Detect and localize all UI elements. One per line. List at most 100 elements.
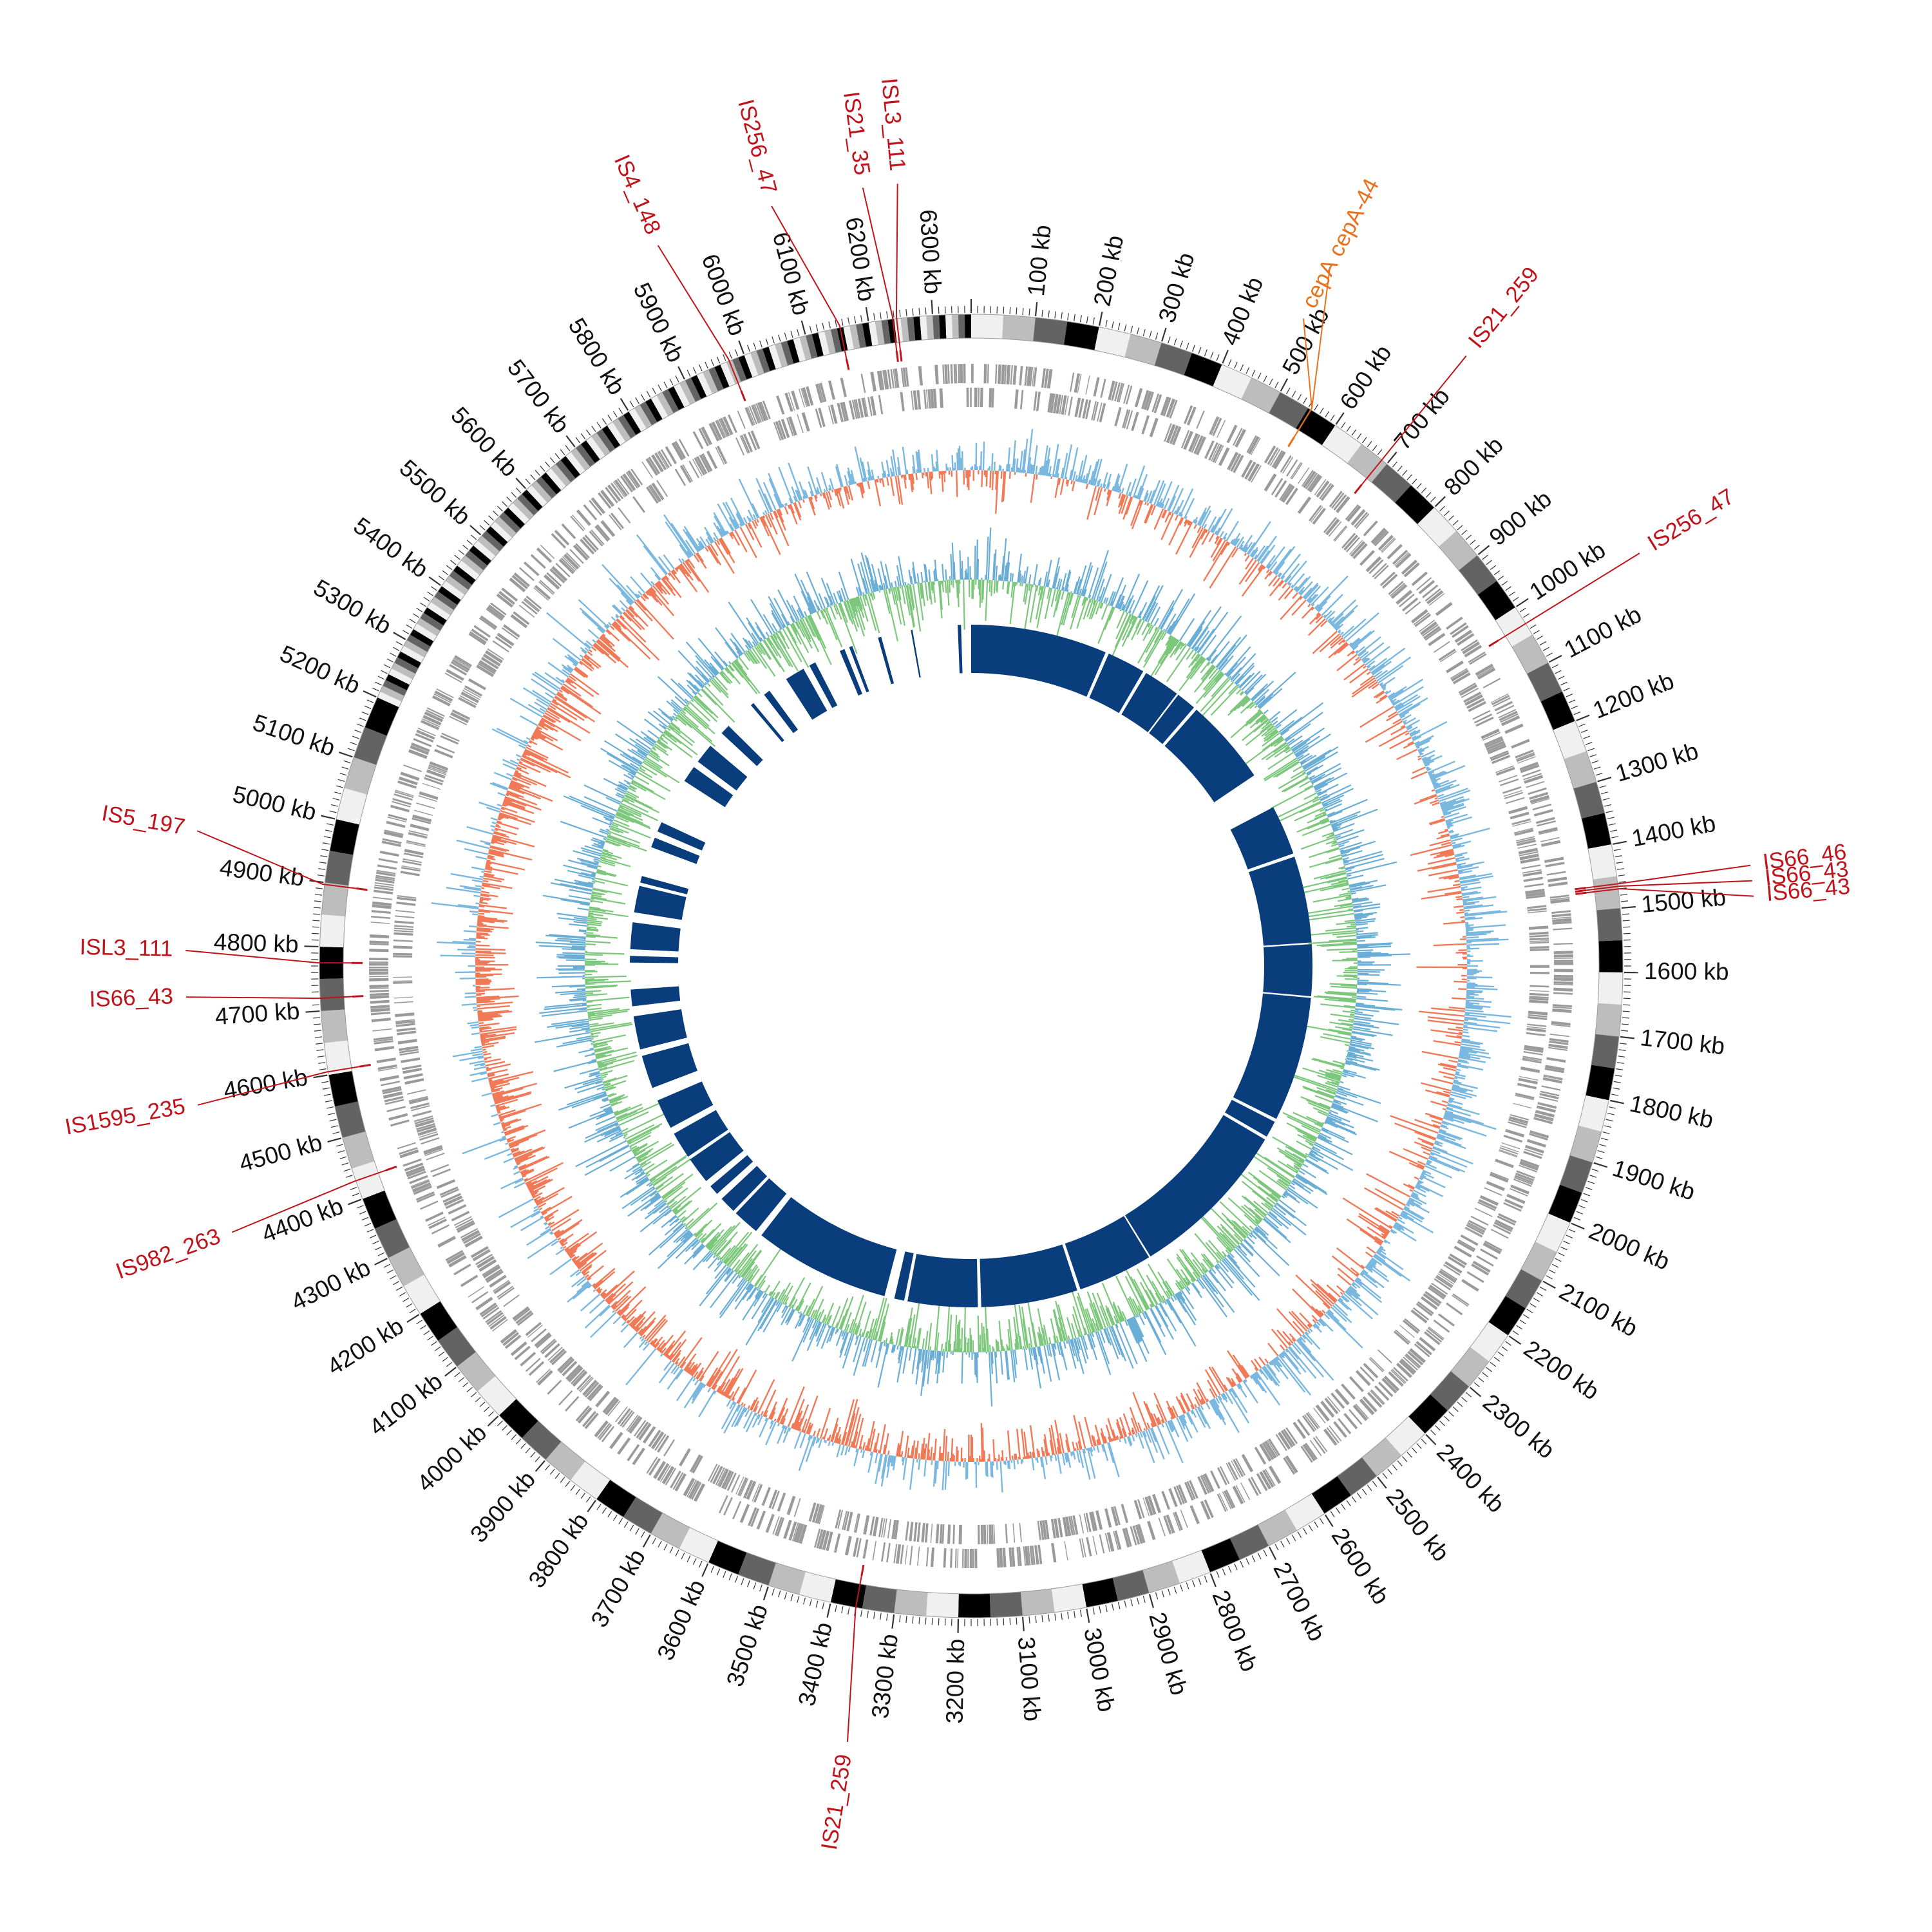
cds-block	[890, 369, 895, 389]
syntenic-block	[634, 886, 687, 920]
cds-block	[434, 748, 453, 759]
cds-block	[410, 1179, 430, 1188]
ideogram-band	[457, 1352, 496, 1392]
cds-block	[477, 663, 495, 675]
cds-block	[1553, 951, 1573, 954]
cds-block	[815, 383, 823, 403]
cds-block	[1515, 836, 1535, 842]
cds-block	[370, 922, 390, 924]
cds-block	[642, 1426, 656, 1444]
cds-block	[942, 1524, 945, 1544]
cds-block	[863, 1515, 870, 1535]
cds-block	[679, 465, 692, 484]
cds-block	[1538, 827, 1558, 834]
cds-block	[450, 712, 469, 723]
cds-block	[612, 481, 625, 498]
cds-block	[515, 1310, 533, 1325]
cds-block	[446, 1252, 465, 1264]
cds-block	[563, 553, 580, 570]
cds-block	[1502, 786, 1522, 794]
cds-block	[433, 693, 452, 703]
cds-block	[698, 428, 709, 447]
cds-block	[477, 1256, 495, 1269]
ideogram-band	[1311, 1476, 1351, 1514]
cds-block	[1390, 582, 1405, 597]
cds-block	[413, 1115, 433, 1122]
cds-block	[1426, 590, 1444, 605]
is-element-label: IS21_35	[838, 90, 875, 177]
cds-block	[461, 1229, 480, 1242]
cds-block	[1519, 851, 1539, 857]
cds-block	[1481, 728, 1500, 739]
syntenic-block	[911, 629, 921, 678]
ideogram-band	[1395, 485, 1435, 524]
annotation-leader	[657, 245, 746, 401]
cds-block	[1081, 1538, 1086, 1558]
cds-block	[959, 364, 963, 384]
annotation-leader	[197, 1064, 371, 1106]
cds-block	[1368, 1358, 1384, 1373]
cds-block	[369, 961, 389, 963]
is-element-label: ISL3_111	[79, 934, 173, 961]
cds-block	[492, 1319, 508, 1332]
cds-block	[893, 368, 897, 388]
kb-tick-label: 1100 kb	[1560, 601, 1645, 663]
cds-block	[646, 486, 659, 504]
cds-block	[1553, 974, 1573, 978]
cds-block	[860, 374, 866, 393]
cds-block	[1268, 1438, 1280, 1456]
cds-block	[369, 967, 389, 969]
cds-block	[1068, 1516, 1074, 1536]
cds-block	[1553, 983, 1573, 986]
cds-block	[752, 1483, 761, 1502]
cds-block	[369, 976, 389, 978]
ideogram-band	[410, 629, 434, 647]
cds-block	[1399, 1359, 1416, 1375]
cds-block	[1041, 368, 1046, 388]
cds-block	[374, 1038, 393, 1043]
ideogram-band	[1258, 1510, 1297, 1546]
syntenic-block	[630, 922, 681, 952]
annotation-leader	[1575, 864, 1751, 890]
ideogram-band	[1581, 813, 1612, 849]
cds-block	[1528, 787, 1547, 795]
cds-block	[1256, 1473, 1268, 1492]
cds-block	[1070, 1515, 1075, 1535]
cds-block	[445, 1198, 464, 1209]
cds-block	[1522, 1057, 1542, 1062]
annotation-leader	[862, 187, 899, 362]
cds-block	[726, 1472, 737, 1492]
cds-block	[957, 1548, 959, 1568]
cds-block	[1479, 1195, 1499, 1206]
ideogram-band	[380, 685, 404, 702]
cds-block	[1114, 1530, 1122, 1550]
cds-block	[551, 533, 566, 549]
cds-block	[520, 1352, 536, 1367]
cds-block	[1097, 402, 1103, 422]
cds-block	[567, 1366, 583, 1383]
cds-block	[1416, 577, 1432, 591]
cds-block	[1267, 447, 1279, 465]
cds-block	[488, 1314, 505, 1327]
cds-block	[1126, 385, 1133, 405]
cds-block	[1492, 755, 1511, 764]
cds-block	[1091, 1511, 1098, 1531]
cds-block	[383, 1091, 403, 1099]
cds-block	[971, 364, 974, 384]
cds-block	[1395, 553, 1412, 569]
cds-block	[649, 484, 662, 502]
cds-block	[1334, 526, 1348, 542]
cds-block	[671, 442, 684, 460]
cds-block	[958, 364, 960, 384]
ideogram-band	[325, 850, 354, 886]
cds-block	[1410, 609, 1428, 624]
cds-block	[549, 1348, 565, 1364]
cds-block	[1293, 1421, 1307, 1439]
cds-block	[1402, 1320, 1419, 1334]
cds-block	[1529, 937, 1549, 941]
cds-block	[732, 1501, 742, 1520]
cds-block	[1425, 588, 1441, 602]
cds-block	[1431, 1282, 1448, 1295]
cds-block	[930, 1547, 935, 1567]
cds-block	[784, 392, 793, 412]
